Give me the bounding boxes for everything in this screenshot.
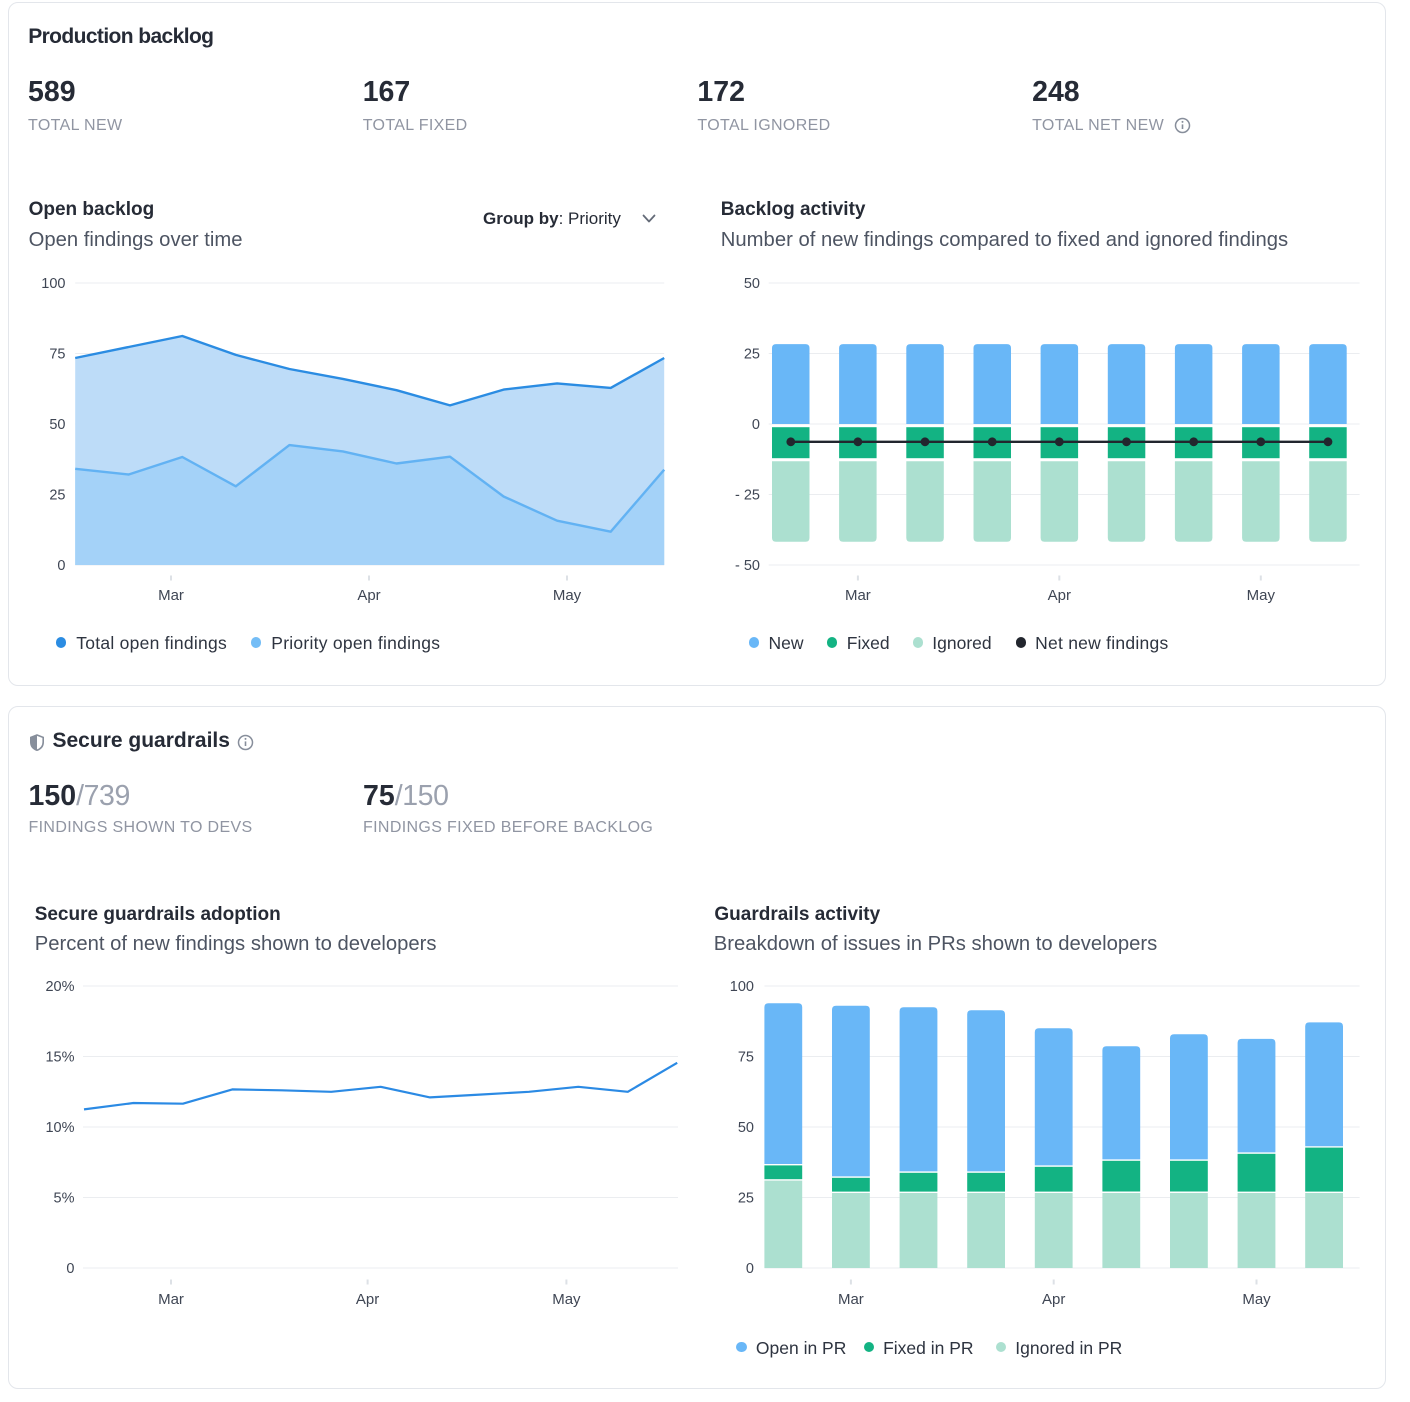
svg-text:Apr: Apr: [356, 1291, 379, 1308]
svg-text:Apr: Apr: [1042, 1291, 1065, 1308]
svg-text:10%: 10%: [45, 1120, 74, 1136]
svg-text:May: May: [1247, 587, 1276, 604]
svg-text:Apr: Apr: [357, 587, 380, 604]
svg-text:Mar: Mar: [158, 587, 184, 604]
svg-text:75: 75: [49, 347, 65, 363]
svg-text:25: 25: [738, 1191, 754, 1207]
svg-text:Apr: Apr: [1048, 587, 1071, 604]
svg-text:0: 0: [752, 417, 760, 433]
svg-text:May: May: [553, 587, 582, 604]
svg-text:20%: 20%: [45, 979, 74, 995]
svg-text:15%: 15%: [45, 1050, 74, 1066]
svg-text:50: 50: [738, 1120, 754, 1136]
svg-text:0: 0: [746, 1261, 754, 1277]
svg-text:25: 25: [744, 347, 760, 363]
svg-text:Mar: Mar: [838, 1291, 864, 1308]
svg-text:100: 100: [730, 979, 754, 995]
svg-text:50: 50: [744, 276, 760, 292]
svg-text:May: May: [552, 1291, 581, 1308]
svg-text:- 50: - 50: [735, 558, 760, 574]
svg-text:Mar: Mar: [845, 587, 871, 604]
svg-text:May: May: [1242, 1291, 1271, 1308]
svg-text:Mar: Mar: [158, 1291, 184, 1308]
svg-text:75: 75: [738, 1050, 754, 1066]
svg-text:100: 100: [41, 276, 65, 292]
svg-text:5%: 5%: [54, 1191, 75, 1207]
svg-text:0: 0: [57, 558, 65, 574]
svg-text:50: 50: [49, 417, 65, 433]
svg-text:- 25: - 25: [735, 488, 760, 504]
svg-text:25: 25: [49, 488, 65, 504]
svg-text:0: 0: [66, 1261, 74, 1277]
